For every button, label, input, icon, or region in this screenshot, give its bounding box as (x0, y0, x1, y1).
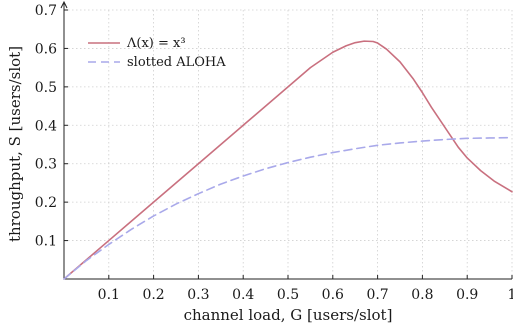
y-tick-label: 0.7 (35, 3, 57, 19)
series-lines (63, 40, 513, 280)
x-tick-label: 0.4 (232, 287, 254, 303)
series-line-1 (63, 40, 513, 280)
x-tick-label: 0.8 (411, 287, 433, 303)
x-tick-label: 0.3 (187, 287, 209, 303)
x-tick-label: 0.6 (322, 287, 344, 303)
legend-label-series-2: slotted ALOHA (127, 55, 226, 70)
x-tick-label: 0.7 (366, 287, 388, 303)
tick-labels: 0.1 0.2 0.3 0.4 0.5 0.6 0.7 0.8 0.9 1 0.1 0.2 0.3 0.4… (35, 3, 513, 303)
x-tick-label: 0.1 (98, 287, 120, 303)
grid (64, 9, 513, 279)
x-tick-label: 1 (508, 287, 513, 303)
x-tick-label: 0.5 (277, 287, 299, 303)
y-tick-label: 0.2 (35, 195, 57, 211)
series-line-2 (63, 136, 513, 280)
legend: Λ(x) = x³ slotted ALOHA (88, 36, 226, 70)
y-tick-label: 0.1 (35, 234, 57, 250)
x-tick-label: 0.2 (142, 287, 164, 303)
y-tick-label: 0.5 (35, 80, 57, 96)
y-tick-label: 0.3 (35, 157, 57, 173)
y-tick-label: 0.6 (35, 41, 57, 57)
axes (60, 0, 513, 280)
y-axis-label: throughput, S [users/slot] (6, 46, 24, 242)
x-tick-label: 0.9 (456, 287, 478, 303)
y-tick-label: 0.4 (35, 118, 57, 134)
legend-label-series-1: Λ(x) = x³ (126, 36, 186, 51)
x-axis-label: channel load, G [users/slot] (184, 306, 393, 324)
y-axis-arrow (60, 0, 68, 9)
